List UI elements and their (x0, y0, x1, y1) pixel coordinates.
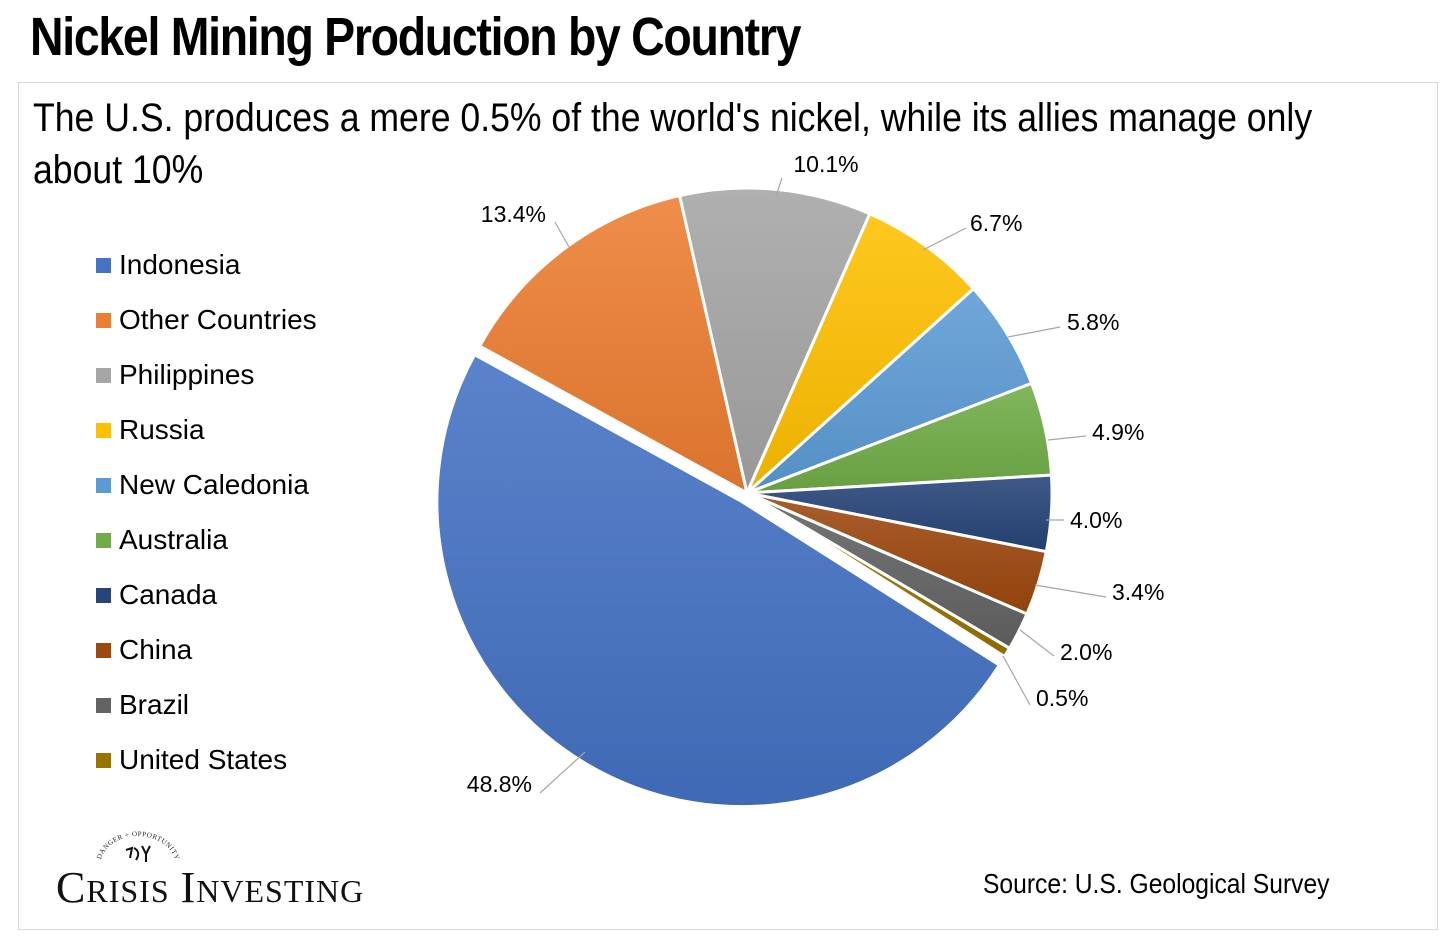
data-label-new-caledonia: 5.8% (1067, 309, 1119, 335)
data-label-canada: 4.0% (1070, 507, 1122, 533)
leader-line-united-states (1002, 655, 1031, 706)
legend-swatch (96, 422, 111, 438)
legend-swatch (96, 257, 111, 273)
legend-item-united-states: United States (96, 740, 287, 780)
leader-line-new-caledonia (1007, 326, 1061, 338)
data-label-china: 3.4% (1112, 579, 1164, 605)
pie-slice-united-states (746, 491, 1012, 659)
legend-swatch (96, 752, 111, 768)
legend-swatch (96, 697, 111, 713)
legend-label: Philippines (119, 359, 255, 390)
leader-line-other-countries (554, 221, 570, 248)
data-labels: 48.8% 13.4% 10.1% 6.7% 5.8% 4.9% 4.0% 3.4% 2.0% 0… (467, 151, 1165, 797)
chart-subtitle: The U.S. produces a mere 0.5% of the wor… (33, 96, 1313, 192)
logo-wordmark: CRISIS INVESTING (56, 863, 365, 912)
legend-item-other-countries: Other Countries (96, 300, 317, 340)
pie-slice-philippines (677, 186, 872, 498)
legend-label: Brazil (119, 689, 190, 720)
leader-lines (539, 177, 1107, 794)
data-label-united-states: 0.5% (1036, 685, 1088, 711)
leader-line-indonesia (539, 751, 586, 794)
legend-label: Russia (119, 414, 205, 445)
legend-item-indonesia: Indonesia (96, 245, 240, 285)
legend-item-russia: Russia (96, 410, 205, 450)
legend-label: Canada (119, 579, 218, 610)
legend-label: China (119, 634, 193, 665)
page-title: Nickel Mining Production by Country (30, 7, 801, 67)
pie-slice-other-countries (477, 193, 750, 496)
pie-slice-indonesia (435, 352, 1002, 809)
data-label-brazil: 2.0% (1060, 639, 1112, 665)
legend-swatch (96, 532, 111, 548)
legend-item-new-caledonia: New Caledonia (96, 465, 309, 505)
chart-frame (18, 82, 1438, 930)
legend-swatch (96, 587, 111, 603)
source-note: Source: U.S. Geological Survey (983, 868, 1330, 899)
legend-label: New Caledonia (119, 469, 309, 500)
legend-swatch (96, 477, 111, 493)
legend-item-philippines: Philippines (96, 355, 254, 395)
data-label-philippines: 10.1% (793, 151, 858, 177)
data-label-australia: 4.9% (1092, 419, 1144, 445)
legend-item-canada: Canada (96, 575, 217, 615)
leader-line-philippines (775, 177, 783, 197)
leader-line-brazil (1019, 629, 1055, 657)
legend-label: Other Countries (119, 304, 317, 335)
legend-item-china: China (96, 630, 192, 670)
pie-slice-russia (745, 211, 976, 495)
leader-line-china (1034, 584, 1107, 598)
legend-item-australia: Australia (96, 520, 228, 560)
data-label-russia: 6.7% (970, 210, 1022, 236)
pie-slices (435, 186, 1054, 809)
data-label-indonesia: 48.8% (467, 771, 532, 797)
legend-label: Australia (119, 524, 228, 555)
logo-emblem: DANGER + OPPORTUNITY (95, 830, 181, 862)
legend-label: Indonesia (119, 249, 241, 280)
legend-swatch (96, 367, 111, 383)
legend-item-brazil: Brazil (96, 685, 189, 725)
data-label-other-countries: 13.4% (481, 201, 546, 227)
legend-swatch (96, 642, 111, 658)
legend-label: United States (119, 744, 288, 775)
crisis-investing-logo: DANGER + OPPORTUNITY CRISIS INVESTING (56, 828, 426, 912)
leader-line-australia (1047, 435, 1087, 441)
legend-swatch (96, 312, 111, 328)
leader-line-russia (922, 227, 967, 251)
